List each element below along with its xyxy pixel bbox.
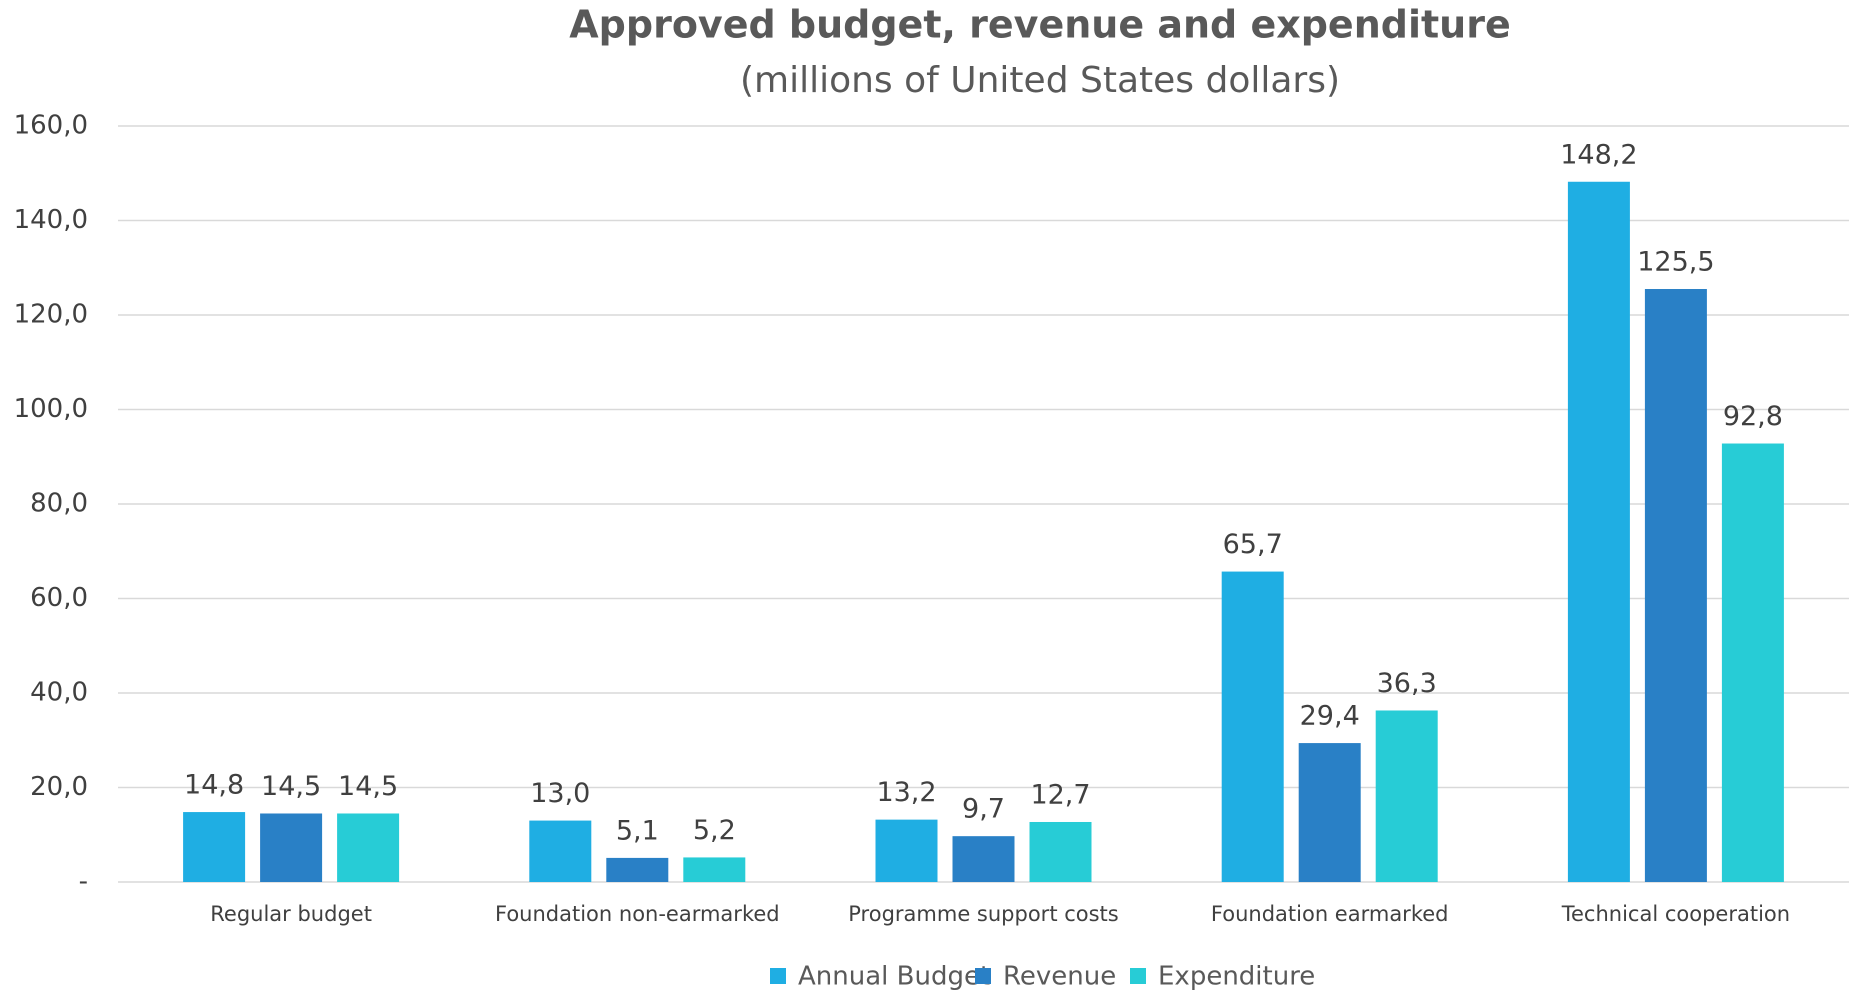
bar [337, 813, 400, 882]
legend-swatch [1130, 968, 1146, 984]
bar [875, 819, 938, 882]
data-label: 13,2 [876, 777, 936, 808]
bar [260, 813, 323, 882]
bar [606, 857, 669, 882]
x-tick-label: Technical cooperation [1561, 902, 1790, 926]
y-tick-label: 60,0 [30, 583, 88, 613]
data-label: 5,1 [616, 815, 659, 846]
data-label: 5,2 [693, 815, 736, 846]
bar [1221, 571, 1284, 882]
data-label: 14,5 [338, 771, 398, 802]
x-tick-label: Regular budget [210, 902, 372, 926]
x-tick-label: Programme support costs [848, 902, 1118, 926]
y-tick-label: 20,0 [30, 772, 88, 802]
bar [1567, 181, 1630, 882]
data-label: 13,0 [530, 778, 590, 809]
data-label: 92,8 [1723, 401, 1783, 432]
bar [1298, 743, 1361, 882]
data-label: 36,3 [1377, 668, 1437, 699]
bar [1029, 821, 1092, 882]
legend-label: Revenue [1003, 962, 1116, 992]
bar [183, 812, 246, 882]
legend-label: Expenditure [1158, 962, 1315, 992]
bar [1721, 443, 1784, 882]
data-label: 29,4 [1300, 701, 1360, 732]
data-label: 125,5 [1637, 247, 1714, 278]
bar [683, 857, 746, 882]
y-tick-label: 160,0 [14, 111, 88, 141]
y-tick-label: 80,0 [30, 489, 88, 519]
x-tick-label: Foundation earmarked [1211, 902, 1449, 926]
data-label: 65,7 [1223, 529, 1283, 560]
legend-swatch [975, 968, 991, 984]
data-label: 14,5 [261, 771, 321, 802]
y-tick-label: 140,0 [14, 205, 88, 235]
bar [1375, 710, 1438, 882]
chart-title: Approved budget, revenue and expenditure [569, 3, 1510, 47]
y-tick-label: 120,0 [14, 300, 88, 330]
data-label: 14,8 [184, 770, 244, 801]
legend-label: Annual Budget [798, 962, 990, 992]
y-tick-label: 40,0 [30, 678, 88, 708]
bar [529, 820, 592, 882]
bar [1644, 289, 1707, 882]
x-tick-label: Foundation non-earmarked [495, 902, 780, 926]
bar [952, 836, 1015, 882]
data-label: 148,2 [1560, 139, 1637, 170]
data-label: 9,7 [962, 794, 1005, 825]
y-tick-label: - [79, 867, 88, 897]
data-label: 12,7 [1030, 779, 1090, 810]
legend-swatch [770, 968, 786, 984]
y-tick-label: 100,0 [14, 394, 88, 424]
chart-subtitle: (millions of United States dollars) [740, 60, 1340, 101]
